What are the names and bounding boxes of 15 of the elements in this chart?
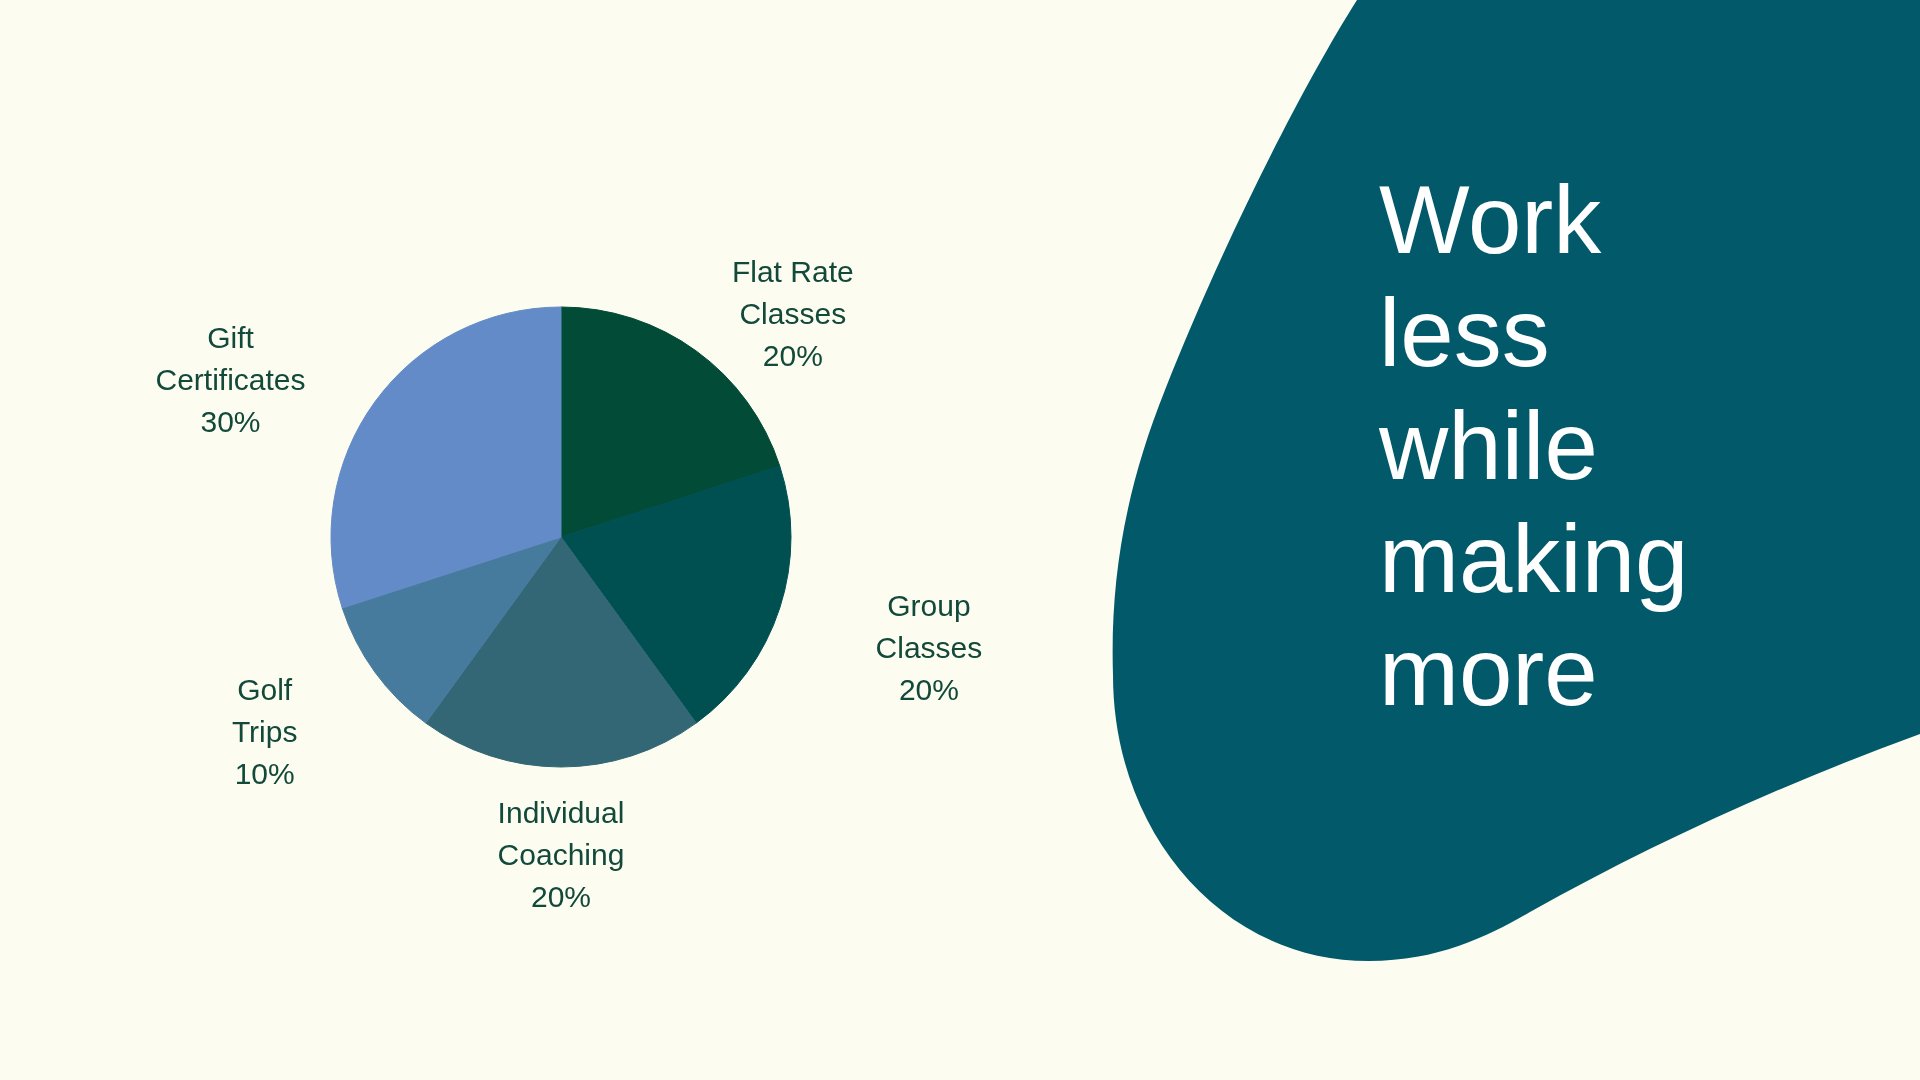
slice-label: Group Classes [875,588,983,664]
slice-label: Individual Coaching [497,795,625,871]
data-label: 10% [234,756,295,790]
slice-label: Flat Rate Classes [731,254,854,330]
data-label: 30% [200,404,261,438]
slice-label: Gift Certificates [155,320,306,396]
pie-slice [341,536,562,724]
pie-slice [425,536,697,768]
data-label: 20% [762,338,823,372]
data-label: 20% [530,879,592,913]
data-label: 20% [898,672,959,706]
text: Work less while making more [1379,165,1690,727]
pie-slice [560,465,792,724]
pie-slice [330,306,562,609]
slice-label: Golf Trips [231,672,298,748]
